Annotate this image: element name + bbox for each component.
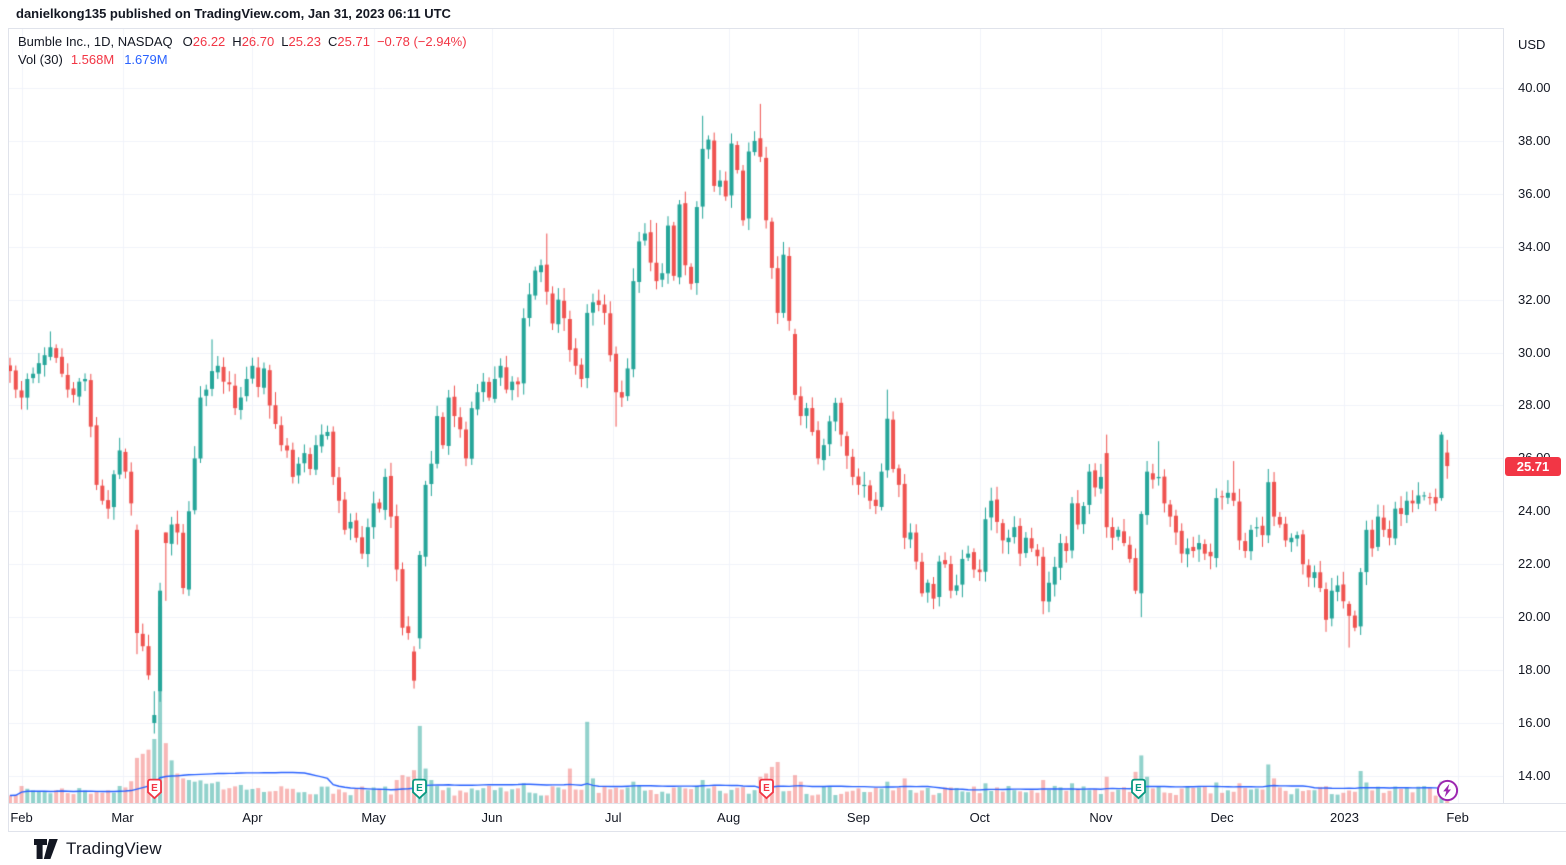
open-value: 26.22 [192,34,226,49]
time-tick-label[interactable]: Jul [604,810,622,825]
time-tick-label[interactable]: Jun [481,810,503,825]
high-label: H [232,34,242,49]
time-tick-label[interactable]: May [361,810,386,825]
close-label: C [328,34,338,49]
price-tick-label: 20.00 [1518,609,1551,624]
time-tick-label[interactable]: 2023 [1330,810,1359,825]
price-tick-label: 40.00 [1518,80,1551,95]
price-tick-label: 30.00 [1518,345,1551,360]
change-value: −0.78 (−2.94%) [376,34,467,49]
pane-border-top [8,28,1504,29]
high-value: 26.70 [241,34,275,49]
time-tick-label[interactable]: Oct [969,810,990,825]
price-tick-label: 38.00 [1518,133,1551,148]
time-axis-border [8,803,1566,804]
price-axis-border [1503,28,1504,804]
svg-text:E: E [1135,783,1142,794]
volume-label[interactable]: Vol (30) [18,52,63,67]
svg-text:E: E [151,783,158,794]
time-tick-label[interactable]: Feb [1446,810,1469,825]
earnings-marker-icon[interactable]: E [758,778,775,805]
price-tick-label: 32.00 [1518,292,1551,307]
low-value: 25.23 [288,34,322,49]
earnings-marker-icon[interactable]: E [1130,778,1147,805]
legend-symbol-row: Bumble Inc., 1D, NASDAQ O26.22 H26.70 L25.2… [18,33,467,51]
time-tick-label[interactable]: Aug [717,810,741,825]
tradingview-logo[interactable]: TradingView [33,837,162,861]
svg-text:E: E [763,783,770,794]
price-tick-label: 22.00 [1518,556,1551,571]
earnings-marker-icon[interactable]: E [146,778,163,805]
tradingview-logo-icon [34,839,58,859]
currency-label: USD [1518,37,1546,52]
open-label: O [182,34,193,49]
time-tick-label[interactable]: Sep [846,810,871,825]
legend-volume-row: Vol (30) 1.568M 1.679M [18,51,467,69]
price-tick-label: 18.00 [1518,662,1551,677]
price-tick-label: 16.00 [1518,715,1551,730]
close-value: 25.71 [337,34,370,49]
price-tick-label: 24.00 [1518,503,1551,518]
symbol-title[interactable]: Bumble Inc., 1D, NASDAQ [18,34,173,49]
time-tick-label[interactable]: Apr [242,810,263,825]
frame-border-bottom [8,831,1566,832]
last-price-badge: 25.71 [1505,457,1561,476]
price-tick-label: 28.00 [1518,397,1551,412]
time-tick-label[interactable]: Nov [1089,810,1113,825]
price-tick-label: 14.00 [1518,768,1551,783]
earnings-marker-icon[interactable]: E [411,778,428,805]
volume-value: 1.568M [70,52,115,67]
time-tick-label[interactable]: Dec [1210,810,1234,825]
candlestick-chart[interactable] [9,29,1503,803]
price-tick-label: 34.00 [1518,239,1551,254]
volume-ma-value: 1.679M [124,52,168,67]
attribution-text: danielkong135 published on TradingView.c… [16,6,451,21]
price-tick-label: 36.00 [1518,186,1551,201]
svg-text:E: E [416,783,423,794]
flash-idea-marker-icon[interactable] [1436,779,1459,807]
time-tick-label[interactable]: Feb [10,810,33,825]
pane-border-left [8,28,9,832]
chart-legend: Bumble Inc., 1D, NASDAQ O26.22 H26.70 L25.2… [18,33,467,69]
time-tick-label[interactable]: Mar [111,810,134,825]
tradingview-logo-text: TradingView [66,839,162,858]
low-label: L [281,34,289,49]
